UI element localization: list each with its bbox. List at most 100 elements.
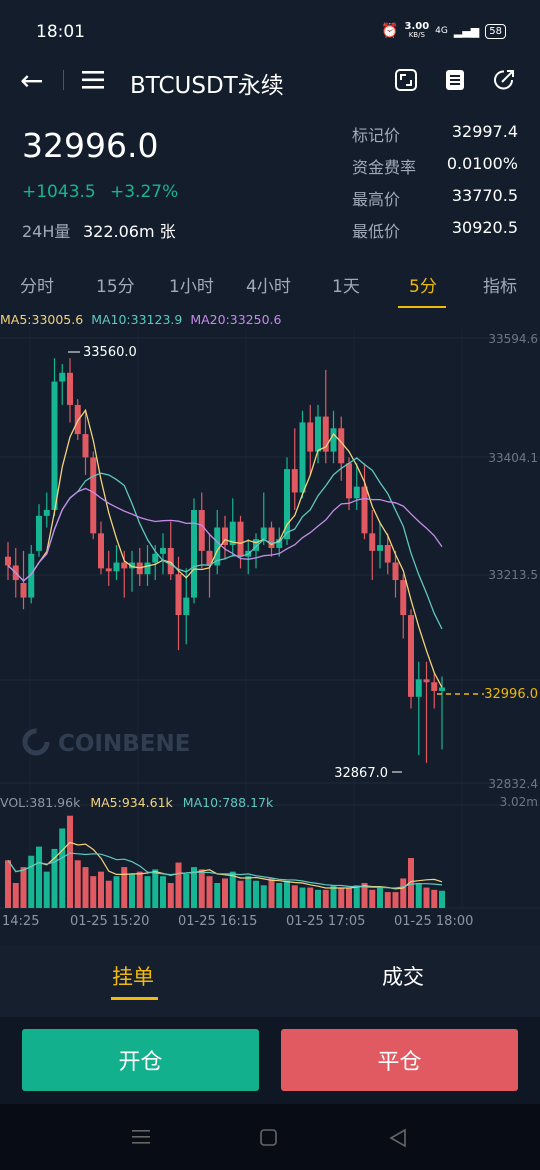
candle [408,615,414,697]
tab-4hour[interactable]: 4小时 [246,277,291,297]
candle [82,434,89,458]
candle [183,597,190,616]
candle [152,553,159,563]
back-icon[interactable]: ← [20,64,44,97]
candle [5,556,11,566]
volume-bar [198,869,205,908]
volume-bar [5,860,11,908]
volume-bar [291,885,298,908]
time-axis-tick: 01-25 15:20 [70,914,149,929]
volume-bar [260,885,267,908]
tab-1hour[interactable]: 1小时 [169,277,214,297]
vol-ma10-line [7,852,443,889]
candle [415,679,422,697]
volume-bar [229,871,236,908]
price-axis-tick: 33213.5 [488,568,538,582]
status-time: 18:01 [36,22,85,42]
order-tabs: 挂单 成交 [0,945,540,1017]
header: ← BTCUSDT永续 [0,60,540,104]
vol-ma5-line [7,841,443,890]
candle [307,422,314,452]
ma-legend: MA5:33005.6 MA10:33123.9 MA20:33250.6 [0,312,281,327]
candlestick-chart[interactable]: COINBENE 33594.6 33404.1 33213.5 32832.4… [0,330,540,945]
ma5-line [7,408,443,688]
page-title[interactable]: BTCUSDT永续 [130,73,284,99]
chart-grid [0,330,540,909]
tab-trades[interactable]: 成交 [382,965,424,989]
volume-label: 24H量 [22,222,71,241]
tab-timeshare[interactable]: 分时 [20,277,54,297]
candle [276,539,283,548]
high-price-value: 33770.5 [451,186,518,205]
home-icon[interactable] [260,1129,278,1147]
funding-rate-value: 0.0100% [446,154,518,173]
volume-bar [20,867,27,908]
price-change-percent: +3.27% [110,182,179,202]
candle [74,404,81,435]
volume-bar [330,885,337,908]
candle [105,568,112,572]
volume-bar [113,876,120,908]
candle [361,486,368,534]
volume-bar [98,871,104,908]
volume-bar [67,815,73,908]
volume-bar [160,876,166,908]
candle [160,547,166,554]
candle [113,562,120,572]
volume-bar [183,873,190,908]
candle [315,416,321,452]
menu-icon[interactable] [82,70,106,90]
price-change: +1043.5 [22,182,96,202]
time-axis-tick: 14:25 [2,914,39,929]
volume-bar [105,880,112,908]
fullscreen-icon[interactable] [394,68,418,92]
recent-apps-icon[interactable] [131,1129,151,1145]
candle [377,545,383,551]
candle [237,521,244,557]
document-icon[interactable] [443,68,467,92]
volume-bar [431,889,438,908]
low-price-value: 30920.5 [451,218,518,237]
signal-icon: ▂▄▆ [453,24,480,38]
candle [198,509,205,551]
candle [322,416,329,452]
tab-15min[interactable]: 15分 [96,277,135,297]
volume-bar [392,892,399,908]
mark-price-value: 32997.4 [451,122,518,141]
volume-bar [423,887,430,908]
tab-indicators[interactable]: 指标 [483,277,517,297]
volume-bar [59,828,66,908]
candle [43,509,50,516]
candle [129,562,135,569]
candle [214,527,221,566]
volume-ma-lines [7,841,443,890]
volume-bar [245,876,252,908]
time-axis-tick: 01-25 17:05 [286,914,365,929]
close-position-button[interactable]: 平仓 [281,1029,518,1091]
volume-bar [129,873,135,908]
volume-bar [338,887,345,908]
candle [369,533,376,551]
tab-1day[interactable]: 1天 [332,277,360,297]
tab-5min[interactable]: 5分 [409,277,437,297]
vol-ma5-label: MA5:934.61k [90,795,173,810]
candle [167,547,174,575]
active-order-tab-underline [111,997,158,1000]
volume-bar [315,889,321,908]
candle [431,682,438,691]
battery-icon: 58 [485,23,506,39]
volume-bar [361,883,368,908]
back-nav-icon[interactable] [388,1128,408,1148]
volume-bar [400,878,407,908]
volume-bars [5,815,445,908]
open-position-button[interactable]: 开仓 [22,1029,259,1091]
tab-orders[interactable]: 挂单 [112,965,154,989]
volume-bar [206,876,213,908]
volume-bar [369,889,376,908]
volume-bar [415,883,422,908]
vol-ma10-label: MA10:788.17k [183,795,274,810]
last-price: 32996.0 [22,126,159,165]
share-icon[interactable] [492,68,516,92]
ma-lines [7,408,443,688]
candle [98,533,104,569]
